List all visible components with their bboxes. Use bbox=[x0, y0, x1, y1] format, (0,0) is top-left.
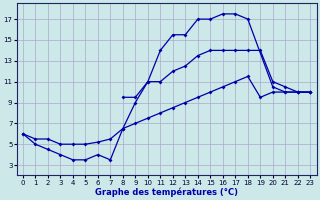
X-axis label: Graphe des températures (°C): Graphe des températures (°C) bbox=[95, 187, 238, 197]
